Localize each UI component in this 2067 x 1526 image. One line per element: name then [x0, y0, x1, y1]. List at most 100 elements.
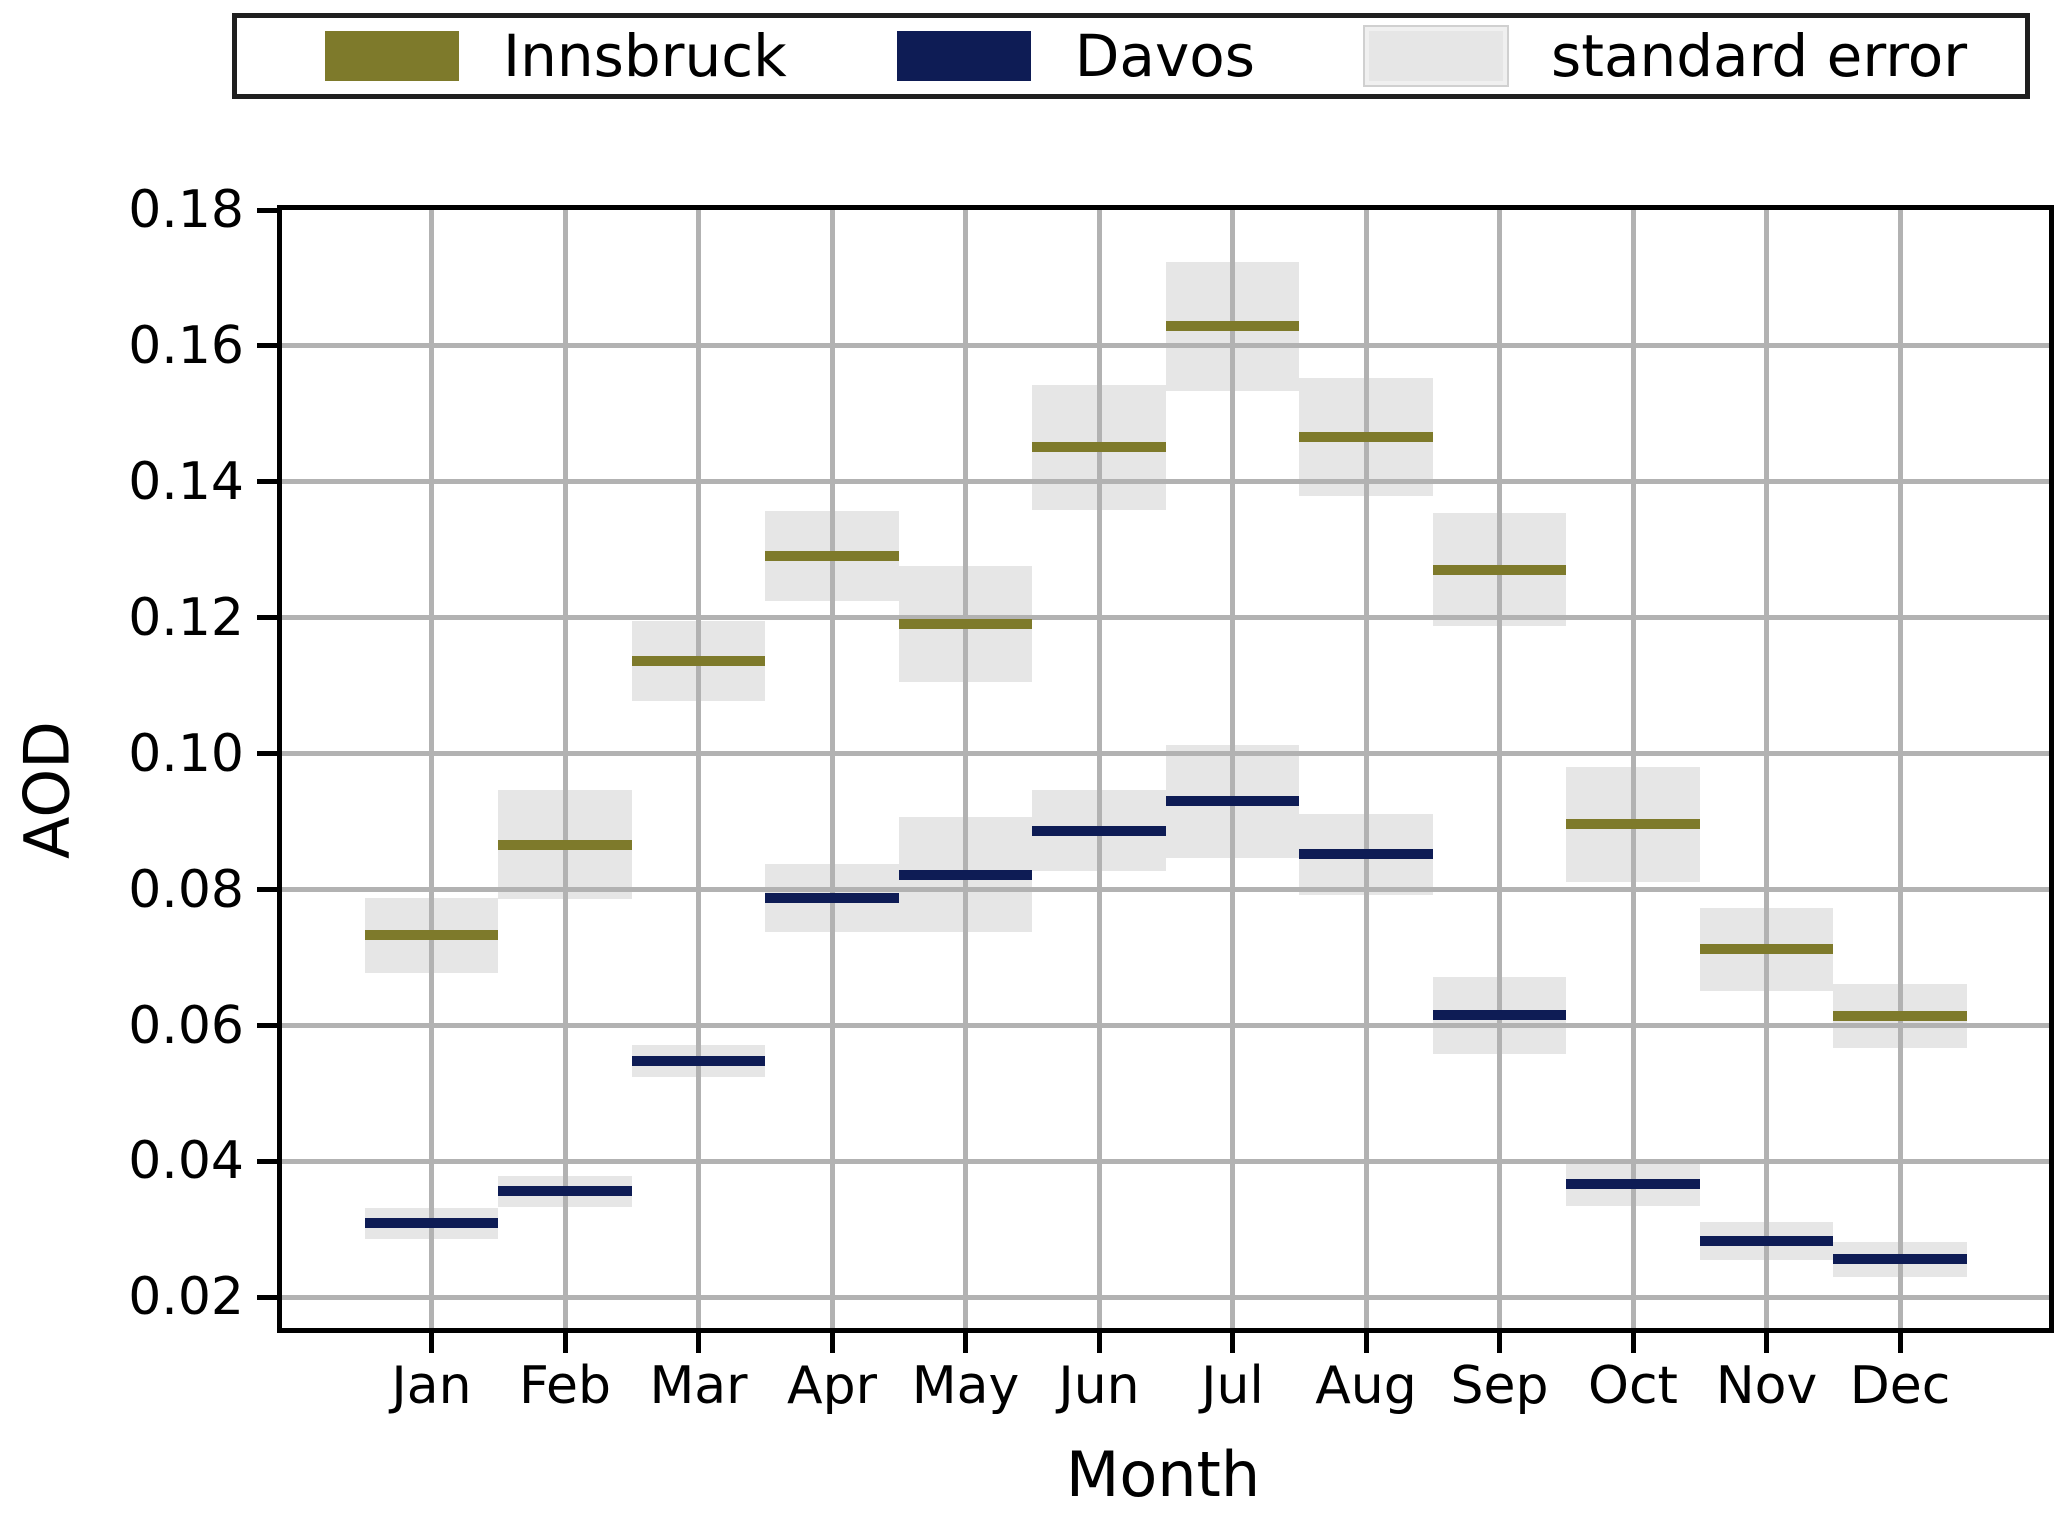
- y-axis-label: AOD: [10, 721, 84, 859]
- grid-line-vertical: [1230, 210, 1235, 1328]
- grid-line-horizontal: [282, 615, 2049, 621]
- x-tick-label: May: [911, 1356, 1020, 1416]
- y-tick-label: 0.02: [128, 1267, 244, 1328]
- x-tick-mark: [429, 1333, 434, 1353]
- y-tick-mark: [257, 1294, 277, 1300]
- y-tick-label: 0.06: [128, 995, 244, 1056]
- x-tick-label: Feb: [518, 1356, 612, 1416]
- grid-line-vertical: [1497, 210, 1502, 1328]
- grid-line-vertical: [1363, 210, 1369, 1328]
- innsbruck-bar: [1833, 1011, 1967, 1022]
- y-tick-label: 0.14: [128, 451, 244, 512]
- grid-line-vertical: [1096, 210, 1102, 1328]
- plot-area: 0.02 0.04 0.06 0.08 0.10 0.12 0.14 0.16 0.18 Jan F…: [128, 184, 2054, 1412]
- davos-bar: [631, 1055, 766, 1066]
- davos-bar: [1432, 1010, 1567, 1021]
- y-tick-mark: [257, 615, 277, 621]
- x-tick-mark: [829, 1333, 835, 1353]
- y-tick-label: 0.04: [128, 1131, 244, 1192]
- innsbruck-bar: [498, 839, 632, 850]
- davos-bar: [1032, 825, 1166, 836]
- grid-line-vertical: [696, 210, 701, 1328]
- x-tick-label: Jan: [391, 1356, 472, 1416]
- y-tick-label: 0.08: [128, 859, 244, 920]
- innsbruck-bar: [1032, 442, 1166, 453]
- davos-bar: [1699, 1236, 1834, 1246]
- legend-label-davos: Davos: [1074, 22, 1255, 90]
- legend-label-innsbruck: Innsbruck: [503, 22, 787, 90]
- innsbruck-bar: [1566, 819, 1700, 830]
- x-tick-label: Apr: [787, 1356, 877, 1416]
- y-tick-mark: [257, 479, 277, 485]
- y-tick-mark: [257, 1023, 277, 1029]
- x-tick-label: Dec: [1849, 1356, 1951, 1416]
- y-tick-mark: [257, 343, 277, 349]
- x-tick-label: Jun: [1058, 1356, 1140, 1416]
- x-tick-mark: [1630, 1333, 1636, 1353]
- grid-line-vertical: [1630, 210, 1636, 1328]
- innsbruck-bar: [1299, 431, 1433, 442]
- davos-bar: [1833, 1254, 1967, 1265]
- y-tick-mark: [257, 751, 277, 757]
- legend-label-stderr: standard error: [1550, 22, 1968, 90]
- legend-item-davos: Davos: [896, 22, 1255, 90]
- legend-item-stderr: standard error: [1362, 22, 1968, 90]
- x-tick-label: Jul: [1201, 1356, 1264, 1416]
- innsbruck-bar: [364, 930, 499, 941]
- x-tick-mark: [696, 1333, 701, 1353]
- x-tick-mark: [1897, 1333, 1903, 1353]
- x-tick-mark: [1764, 1333, 1769, 1353]
- y-tick-label: 0.16: [128, 315, 244, 376]
- x-tick-mark: [1363, 1333, 1369, 1353]
- x-tick-mark: [562, 1333, 568, 1353]
- grid-line-horizontal: [282, 887, 2049, 893]
- innsbruck-bar: [765, 550, 899, 561]
- grid-line-vertical: [562, 210, 568, 1328]
- x-tick-label: Aug: [1315, 1356, 1417, 1416]
- legend-item-innsbruck: Innsbruck: [325, 27, 787, 85]
- davos-bar: [898, 869, 1033, 880]
- innsbruck-bar: [631, 656, 766, 667]
- x-tick-mark: [1497, 1333, 1502, 1353]
- grid-line-horizontal: [282, 751, 2049, 757]
- davos-bar: [498, 1186, 632, 1197]
- y-tick-label: 0.12: [128, 587, 244, 648]
- y-tick-label: 0.10: [128, 723, 244, 784]
- innsbruck-bar: [1432, 564, 1567, 575]
- x-tick-label: Oct: [1588, 1356, 1678, 1416]
- davos-bar: [1299, 849, 1433, 860]
- grid-line-vertical: [429, 210, 434, 1328]
- legend: Innsbruck Davos standard error: [232, 13, 2030, 99]
- grid-line-horizontal: [282, 1294, 2049, 1300]
- x-tick-label: Sep: [1450, 1356, 1549, 1416]
- y-tick-label: 0.18: [128, 180, 244, 240]
- davos-bar: [765, 892, 899, 903]
- grid-line-vertical: [829, 210, 835, 1328]
- davos-swatch-icon: [896, 31, 1031, 81]
- innsbruck-bar: [1699, 944, 1834, 955]
- davos-bar: [1566, 1178, 1700, 1189]
- innsbruck-swatch-icon: [325, 31, 459, 81]
- davos-bar: [364, 1218, 499, 1229]
- grid-line-vertical: [963, 210, 968, 1328]
- x-tick-label: Nov: [1715, 1356, 1818, 1416]
- grid-line-horizontal: [282, 479, 2049, 485]
- grid-line-horizontal: [282, 1023, 2049, 1029]
- innsbruck-bar: [898, 618, 1033, 629]
- grid-line-horizontal: [282, 1158, 2049, 1164]
- stderr-swatch-icon: [1362, 25, 1509, 87]
- y-tick-mark: [257, 887, 277, 893]
- y-tick-mark: [257, 207, 277, 213]
- grid-line-vertical: [1897, 210, 1903, 1328]
- y-tick-mark: [257, 1158, 277, 1164]
- grid-line-vertical: [1764, 210, 1769, 1328]
- x-tick-mark: [1230, 1333, 1235, 1353]
- x-axis-label: Month: [1065, 1438, 1261, 1511]
- innsbruck-bar: [1165, 321, 1300, 332]
- x-tick-mark: [1096, 1333, 1102, 1353]
- x-tick-mark: [963, 1333, 968, 1353]
- x-tick-label: Mar: [649, 1356, 748, 1416]
- grid-line-horizontal: [282, 343, 2049, 349]
- davos-bar: [1165, 796, 1300, 807]
